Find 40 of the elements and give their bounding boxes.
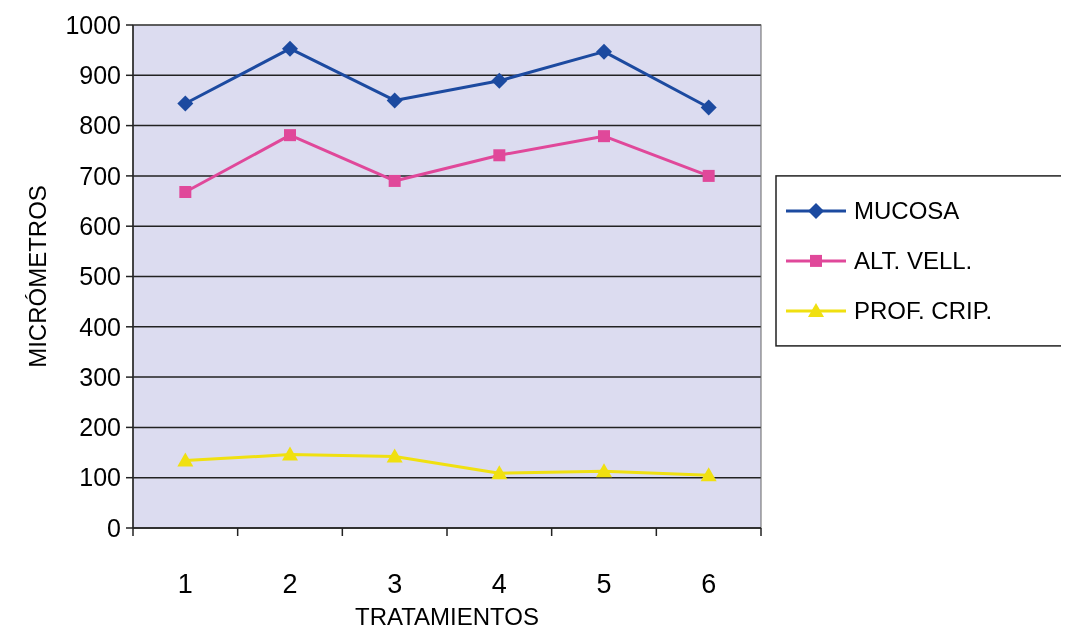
point — [386, 92, 403, 109]
y-tick-label: 500 — [79, 262, 121, 291]
point — [386, 448, 403, 463]
point — [282, 40, 298, 57]
point — [493, 149, 506, 162]
point — [177, 95, 194, 112]
y-tick-label: 400 — [79, 312, 121, 341]
point — [702, 169, 715, 182]
y-tick-label: 1000 — [65, 10, 121, 39]
point — [179, 186, 192, 198]
y-tick-label: 600 — [79, 211, 121, 240]
legend-label: MUCOSA — [854, 197, 960, 225]
x-tick-label: 1 — [177, 569, 193, 599]
y-tick-label: 700 — [79, 161, 121, 190]
y-tick-label: 300 — [79, 362, 121, 391]
legend-label: PROF. CRIP. — [854, 297, 993, 325]
point — [282, 446, 298, 461]
point — [596, 43, 612, 60]
y-tick-label: 800 — [79, 111, 121, 140]
point — [596, 463, 612, 478]
point — [284, 129, 296, 142]
x-tick-label: 3 — [387, 569, 403, 599]
point — [491, 72, 508, 89]
y-tick-label: 0 — [107, 513, 121, 542]
y-tick-label: 100 — [79, 463, 121, 492]
x-axis-title: TRATAMIENTOS — [354, 603, 540, 630]
x-tick-label: 4 — [491, 569, 507, 599]
point — [598, 130, 610, 143]
point — [491, 465, 508, 480]
legend-label: ALT. VELL. — [854, 247, 973, 275]
point — [388, 174, 401, 187]
y-tick-label: 900 — [79, 61, 121, 90]
point — [700, 467, 717, 482]
y-axis-title: MICRÓMETROS — [24, 185, 51, 368]
x-tick-label: 5 — [596, 569, 612, 599]
x-tick-label: 6 — [701, 569, 717, 599]
point — [177, 452, 194, 467]
point — [700, 99, 717, 116]
y-tick-label: 200 — [79, 413, 121, 442]
x-tick-label: 2 — [282, 569, 298, 599]
